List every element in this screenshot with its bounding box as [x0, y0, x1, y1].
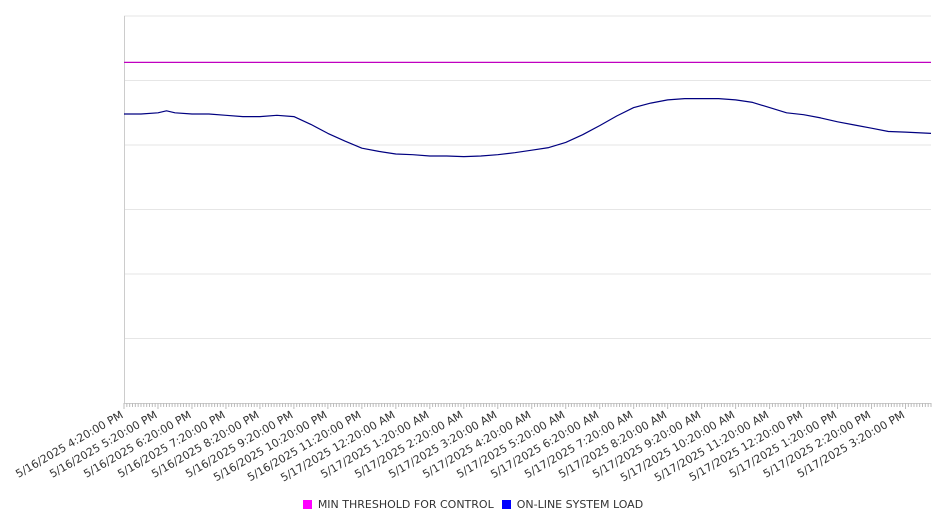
- legend: MIN THRESHOLD FOR CONTROL ON-LINE SYSTEM …: [0, 498, 946, 512]
- legend-swatch: [501, 500, 511, 509]
- legend-swatch: [302, 500, 312, 509]
- series-lines: [124, 61, 932, 158]
- x-axis-tick-labels: 5/16/2025 4:20:00 PM5/16/2025 5:20:00 PM…: [13, 408, 907, 484]
- legend-label: MIN THRESHOLD FOR CONTROL: [317, 498, 494, 511]
- axes: [124, 16, 931, 404]
- legend-label: ON-LINE SYSTEM LOAD: [516, 498, 644, 511]
- x-axis-ticks: [123, 403, 932, 409]
- legend-item[interactable]: ON-LINE SYSTEM LOAD: [501, 498, 644, 511]
- system-load-line: [124, 97, 932, 158]
- grid-lines: [124, 15, 931, 339]
- legend-item[interactable]: MIN THRESHOLD FOR CONTROL: [302, 498, 494, 511]
